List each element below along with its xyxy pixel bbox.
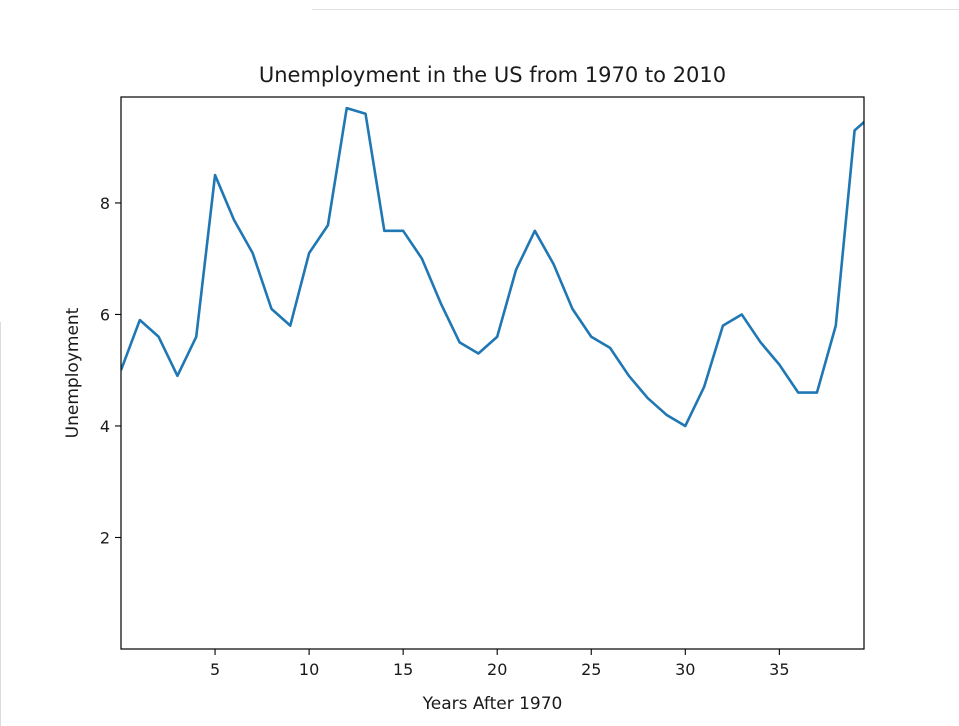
top-divider xyxy=(312,9,959,10)
series-line xyxy=(121,106,864,428)
y-tick-label: 2 xyxy=(100,528,110,547)
x-tick-label: 15 xyxy=(393,660,413,679)
plot-frame xyxy=(120,96,865,650)
y-tick-label: 4 xyxy=(100,417,110,436)
y-axis: 2 4 6 8 xyxy=(100,194,121,547)
x-tick-label: 35 xyxy=(769,660,789,679)
y-tick-label: 8 xyxy=(100,194,110,213)
chart-title: Unemployment in the US from 1970 to 2010 xyxy=(259,63,726,87)
x-axis: 5 10 15 20 25 30 35 xyxy=(210,649,790,679)
x-tick-label: 30 xyxy=(675,660,695,679)
left-divider xyxy=(0,322,1,726)
x-axis-label: Years After 1970 xyxy=(422,694,563,714)
y-axis-label: Unemployment xyxy=(63,307,83,438)
x-tick-label: 25 xyxy=(581,660,601,679)
x-tick-label: 20 xyxy=(487,660,507,679)
x-tick-label: 10 xyxy=(299,660,319,679)
y-tick-label: 6 xyxy=(100,305,110,324)
x-tick-label: 5 xyxy=(210,660,220,679)
